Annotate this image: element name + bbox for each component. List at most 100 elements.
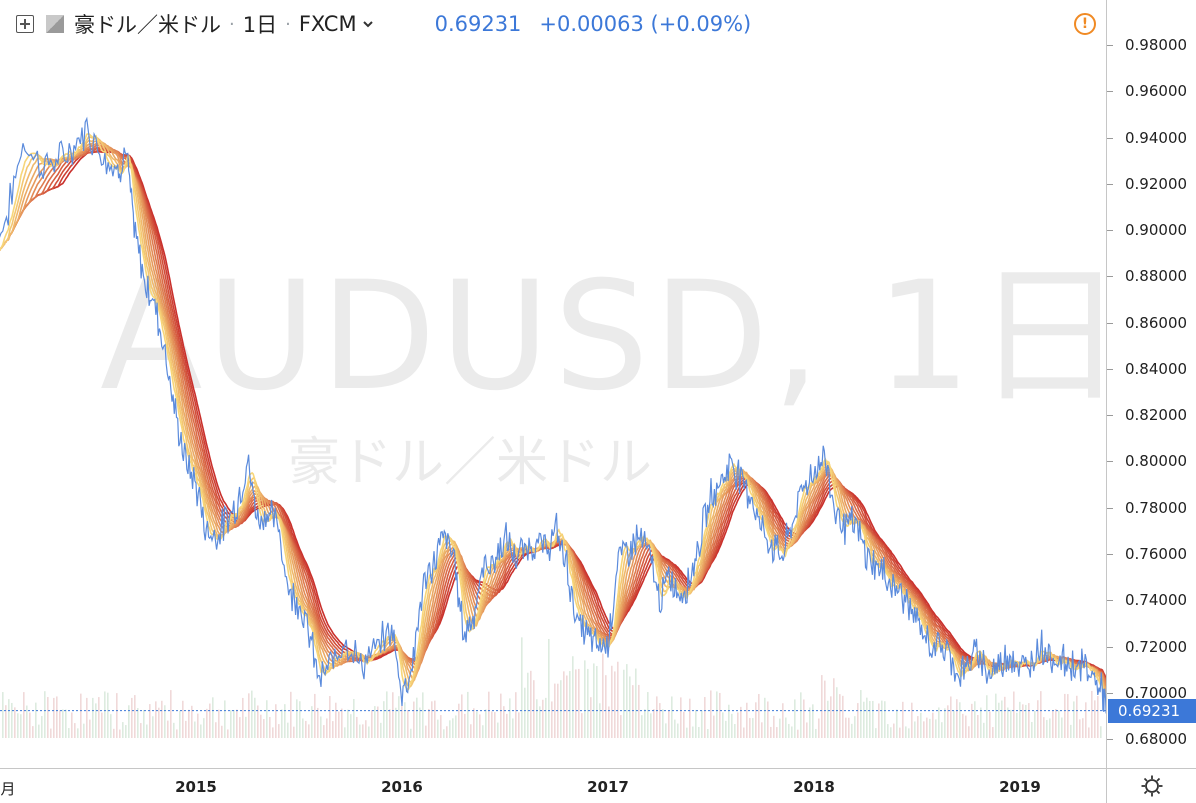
volume-bar — [701, 710, 703, 738]
separator-dot: · — [285, 13, 291, 35]
volume-bar — [545, 697, 547, 738]
settings-gear-icon — [1141, 775, 1163, 797]
volume-bar — [515, 692, 517, 738]
volume-bar — [551, 701, 553, 738]
time-axis[interactable]: 月 2015 2016 2017 2018 2019 — [0, 768, 1106, 803]
watermark-symbol: AUDUSD, 1日 — [100, 250, 1106, 424]
volume-bar — [710, 690, 712, 738]
volume-bar — [305, 720, 307, 738]
volume-bar — [1025, 704, 1027, 738]
volume-bar — [161, 700, 163, 738]
volume-bar — [149, 704, 151, 738]
volume-bar — [617, 661, 619, 738]
volume-bar — [632, 685, 634, 738]
volume-bar — [197, 713, 199, 738]
volume-bar — [986, 695, 988, 738]
volume-bar — [5, 705, 7, 738]
dropdown-chevron-icon[interactable] — [361, 17, 375, 31]
volume-bar — [911, 702, 913, 738]
volume-bar — [791, 726, 793, 738]
volume-bar — [845, 717, 847, 738]
volume-bar — [374, 706, 376, 738]
volume-bar — [935, 719, 937, 738]
ribbon-ma-line — [0, 139, 1106, 695]
volume-bar — [503, 706, 505, 738]
volume-bar — [329, 696, 331, 738]
volume-bar — [113, 728, 115, 738]
volume-bar — [836, 687, 838, 738]
volume-bar — [2, 692, 4, 738]
volume-bar — [611, 665, 613, 738]
volume-bar — [122, 722, 124, 738]
volume-bar — [662, 709, 664, 738]
volume-bar — [218, 709, 220, 738]
volume-bar — [725, 720, 727, 738]
volume-bar — [68, 728, 70, 738]
volume-bar — [302, 718, 304, 738]
volume-bar — [1007, 707, 1009, 738]
volume-bar — [1094, 700, 1096, 738]
volume-bar — [290, 691, 292, 738]
volume-bar — [1016, 712, 1018, 738]
y-tick-label: 0.78000 — [1106, 498, 1188, 517]
volume-bar — [533, 680, 535, 738]
chart-plot-area[interactable]: AUDUSD, 1日 豪ドル／米ドル — [0, 0, 1106, 768]
volume-bar — [746, 702, 748, 738]
ribbon-ma-line — [0, 137, 1106, 697]
volume-bar — [365, 720, 367, 738]
volume-bar — [1028, 703, 1030, 738]
volume-bar — [806, 722, 808, 738]
x-tick-label: 2018 — [793, 778, 835, 796]
volume-bar — [395, 707, 397, 738]
volume-bar — [74, 723, 76, 738]
volume-bar — [635, 668, 637, 738]
volume-bar — [479, 714, 481, 738]
volume-bar — [854, 716, 856, 738]
volume-bar — [392, 692, 394, 738]
symbol-name[interactable]: 豪ドル／米ドル — [74, 13, 221, 37]
y-tick-label: 0.72000 — [1106, 637, 1188, 656]
volume-bar — [275, 704, 277, 738]
volume-bar — [857, 703, 859, 738]
price-axis[interactable]: 0.98000 0.96000 0.94000 0.92000 0.90000 0.880… — [1106, 0, 1196, 768]
volume-bar — [953, 710, 955, 738]
y-tick-label: 0.96000 — [1106, 82, 1188, 101]
volume-bar — [146, 724, 148, 738]
volume-bar — [50, 728, 52, 738]
volume-bar — [281, 709, 283, 738]
volume-bar — [884, 701, 886, 738]
volume-bar — [131, 697, 133, 738]
volume-bar — [977, 715, 979, 738]
volume-bar — [824, 680, 826, 738]
exchange-label[interactable]: FXCM — [298, 12, 357, 36]
volume-bar — [575, 669, 577, 738]
volume-bar — [98, 697, 100, 738]
volume-bar — [89, 719, 91, 738]
expand-icon[interactable] — [16, 15, 34, 33]
volume-bar — [668, 710, 670, 738]
volume-bar — [887, 724, 889, 738]
volume-bar — [86, 697, 88, 738]
volume-bar — [947, 705, 949, 738]
volume-bar — [860, 690, 862, 738]
volume-bar — [1019, 701, 1021, 738]
y-tick-label: 0.92000 — [1106, 174, 1188, 193]
interval-label[interactable]: 1日 — [242, 13, 278, 37]
volume-bar — [17, 713, 19, 738]
alert-icon[interactable]: ! — [1074, 13, 1096, 35]
volume-bar — [779, 718, 781, 738]
x-tick-label: 2017 — [587, 778, 629, 796]
settings-gear-button[interactable] — [1106, 768, 1196, 803]
volume-bar — [686, 727, 688, 738]
volume-bar — [356, 716, 358, 738]
volume-bar — [383, 701, 385, 738]
volume-bar — [1073, 701, 1075, 738]
volume-bar — [848, 717, 850, 738]
y-tick-label: 0.98000 — [1106, 36, 1188, 55]
volume-bar — [488, 691, 490, 738]
volume-bar — [743, 727, 745, 738]
volume-bar — [137, 708, 139, 738]
volume-bar — [749, 718, 751, 738]
volume-bar — [170, 690, 172, 738]
volume-bar — [152, 716, 154, 738]
